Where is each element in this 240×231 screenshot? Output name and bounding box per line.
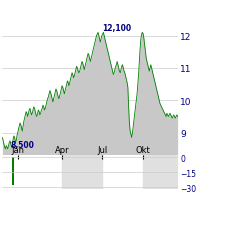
- Text: 12,100: 12,100: [102, 24, 131, 33]
- Bar: [62, 156, 102, 189]
- Bar: [143, 156, 181, 189]
- Text: 8,500: 8,500: [10, 140, 34, 149]
- Bar: [12, 158, 13, 185]
